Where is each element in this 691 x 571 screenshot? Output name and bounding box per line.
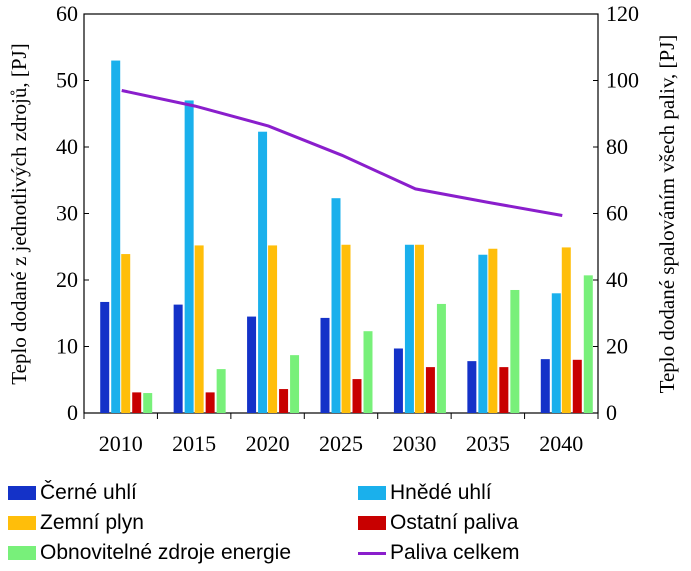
- bar-2040-s2: [561, 247, 571, 413]
- legend-swatch: [8, 486, 36, 500]
- bar-2030-s2: [414, 244, 424, 413]
- bar-2015-s3: [205, 392, 215, 413]
- bar-2040-s0: [540, 359, 550, 413]
- y-axis-title-right: Teplo dodané spalováním všech paliv, [PJ…: [655, 35, 679, 394]
- legend-item-cerne-uhli: Černé uhlí: [8, 478, 137, 508]
- x-tick-label: 2015: [172, 431, 216, 456]
- bar-2030-s1: [404, 244, 414, 413]
- bar-2035-s4: [510, 289, 520, 413]
- left-axis: 0 10 20 30 40 50 60: [56, 1, 89, 425]
- plot-area-border: [83, 13, 599, 414]
- bar-2020-s1: [258, 131, 268, 413]
- legend-label: Černé uhlí: [40, 481, 137, 504]
- bars: [100, 60, 593, 414]
- legend-label: Zemní plyn: [40, 511, 144, 534]
- legend-item-ostatni-paliva: Ostatní paliva: [358, 508, 518, 538]
- right-tick-label: 120: [606, 1, 639, 26]
- left-tick-label: 10: [56, 334, 78, 359]
- legend-label: Hnědé uhlí: [390, 481, 492, 504]
- left-tick-label: 30: [56, 201, 78, 226]
- legend-item-hnede-uhli: Hnědé uhlí: [358, 478, 492, 508]
- bar-2015-s1: [184, 100, 194, 413]
- x-tick-label: 2020: [246, 431, 290, 456]
- bar-2035-s0: [467, 361, 477, 413]
- bar-2025-s2: [341, 244, 351, 413]
- legend-line-swatch: [358, 551, 386, 555]
- bar-2010-s4: [143, 393, 153, 413]
- right-tick-label: 80: [606, 134, 628, 159]
- legend-swatch: [8, 546, 36, 560]
- line-series-0: [121, 89, 563, 217]
- right-tick-label: 60: [606, 201, 628, 226]
- bar-2040-s3: [572, 359, 582, 413]
- left-tick-label: 40: [56, 134, 78, 159]
- right-tick-label: 40: [606, 267, 628, 292]
- legend-swatch: [358, 486, 386, 500]
- bar-2020-s0: [247, 316, 257, 413]
- legend-item-zemni-plyn: Zemní plyn: [8, 508, 144, 538]
- bar-2030-s4: [436, 303, 446, 413]
- bar-2040-s4: [583, 275, 593, 413]
- bar-2020-s4: [290, 355, 300, 413]
- bar-2025-s0: [320, 317, 330, 413]
- legend: Černé uhlí Hnědé uhlí Zemní plyn Ostatní…: [8, 478, 688, 570]
- left-tick-label: 50: [56, 68, 78, 93]
- left-tick-label: 20: [56, 267, 78, 292]
- x-axis: 2010 2015 2020 2025 2030 2035 2040: [83, 413, 599, 456]
- x-tick-label: 2010: [99, 431, 143, 456]
- legend-label: Paliva celkem: [390, 541, 520, 564]
- total-line: [121, 89, 563, 217]
- bar-2030-s0: [393, 348, 403, 413]
- y-axis-title-left: Teplo dodané z jednotlivých zdrojů, [PJ]: [7, 43, 31, 384]
- legend-swatch: [358, 516, 386, 530]
- left-tick-label: 0: [67, 400, 78, 425]
- bar-2025-s3: [352, 379, 362, 413]
- left-tick-label: 60: [56, 1, 78, 26]
- legend-swatch: [8, 516, 36, 530]
- bar-2020-s3: [279, 389, 289, 413]
- right-tick-label: 0: [606, 400, 617, 425]
- legend-item-obnovitelne-zdroje: Obnovitelné zdroje energie: [8, 538, 291, 568]
- bar-2030-s3: [425, 367, 435, 413]
- x-tick-label: 2040: [539, 431, 583, 456]
- bar-2025-s4: [363, 331, 373, 413]
- legend-label: Ostatní paliva: [390, 511, 519, 534]
- x-tick-label: 2025: [319, 431, 363, 456]
- legend-item-paliva-celkem: Paliva celkem: [358, 538, 520, 568]
- bar-2010-s3: [132, 392, 142, 413]
- plot-frame: [83, 13, 599, 414]
- x-tick-label: 2030: [392, 431, 436, 456]
- bar-2015-s2: [194, 245, 204, 413]
- bar-2035-s3: [499, 367, 509, 413]
- right-tick-label: 20: [606, 334, 628, 359]
- bar-2015-s0: [173, 304, 183, 413]
- bar-2040-s1: [551, 293, 561, 413]
- bar-2010-s2: [121, 254, 131, 413]
- legend-label: Obnovitelné zdroje energie: [40, 541, 291, 564]
- bar-2015-s4: [216, 369, 226, 413]
- right-axis: 0 20 40 60 80 100 120: [593, 1, 639, 425]
- bar-2010-s0: [100, 301, 110, 413]
- right-tick-label: 100: [606, 68, 639, 93]
- bar-2020-s2: [268, 245, 278, 413]
- bar-2010-s1: [111, 60, 121, 414]
- bar-2035-s1: [478, 254, 488, 413]
- bar-2025-s1: [331, 198, 341, 413]
- x-tick-label: 2035: [466, 431, 510, 456]
- bar-2035-s2: [488, 248, 498, 413]
